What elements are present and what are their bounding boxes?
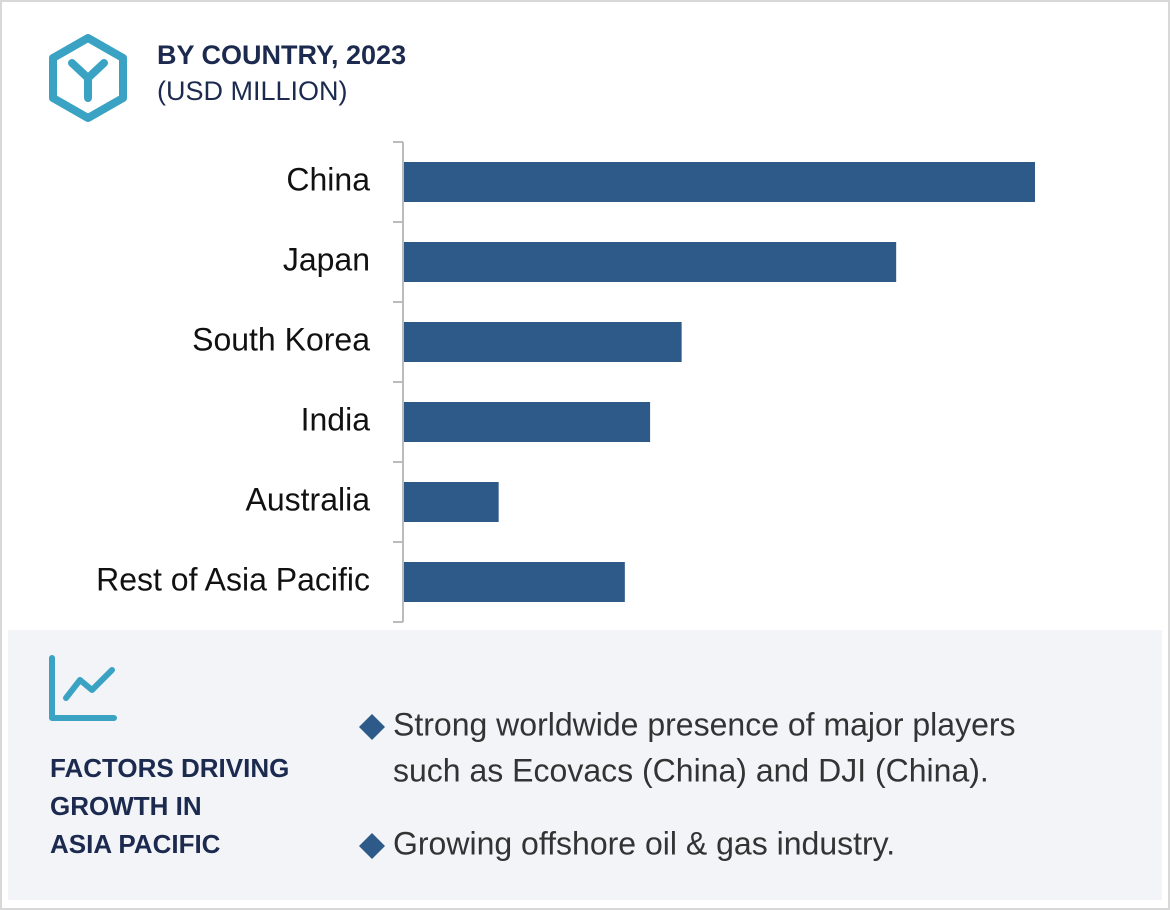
factors-panel [8, 630, 1162, 900]
hex-icon [49, 34, 127, 122]
y-tick-label: China [286, 161, 370, 197]
y-tick-label: Australia [246, 481, 371, 517]
chart-subtitle: (USD MILLION) [157, 76, 348, 106]
trend-icon [49, 655, 117, 721]
bar [404, 562, 625, 602]
factors-title: ASIA PACIFIC [50, 829, 221, 859]
bullet-diamond [359, 833, 385, 859]
chart-title: BY COUNTRY, 2023 [157, 40, 406, 70]
bullet-diamond [359, 714, 385, 740]
factor-text: Growing offshore oil & gas industry. [393, 825, 895, 861]
bar [404, 242, 897, 282]
bar [404, 482, 499, 522]
y-tick-label: Rest of Asia Pacific [96, 561, 370, 597]
factors-title: GROWTH IN [50, 791, 202, 821]
bar [404, 322, 682, 362]
factor-text: such as Ecovacs (China) and DJI (China). [393, 752, 989, 788]
y-tick-label: Japan [283, 241, 370, 277]
y-tick-label: South Korea [192, 321, 370, 357]
y-tick-label: India [301, 401, 371, 437]
bar [404, 402, 651, 442]
factors-title: FACTORS DRIVING [50, 753, 289, 783]
bar [404, 162, 1035, 202]
factor-text: Strong worldwide presence of major playe… [393, 706, 1016, 742]
